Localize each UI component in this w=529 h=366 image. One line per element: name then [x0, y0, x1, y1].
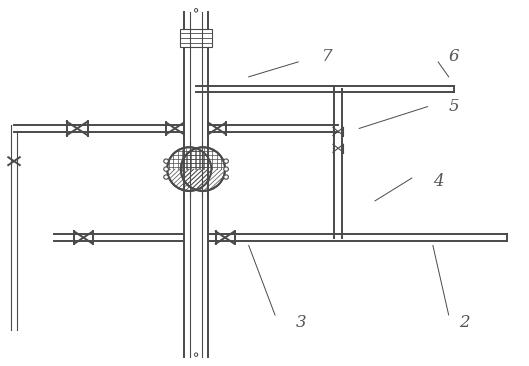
Ellipse shape	[167, 147, 212, 191]
Text: 7: 7	[322, 48, 333, 66]
Circle shape	[164, 175, 168, 179]
Text: 4: 4	[433, 172, 443, 190]
Text: 5: 5	[449, 98, 459, 115]
Text: 6: 6	[449, 48, 459, 66]
Ellipse shape	[181, 147, 225, 191]
Bar	[180, 29, 212, 47]
Circle shape	[164, 167, 168, 171]
Text: 2: 2	[459, 314, 470, 332]
Circle shape	[224, 159, 229, 163]
Text: 3: 3	[296, 314, 307, 332]
Circle shape	[224, 167, 229, 171]
Circle shape	[164, 159, 168, 163]
Circle shape	[224, 175, 229, 179]
